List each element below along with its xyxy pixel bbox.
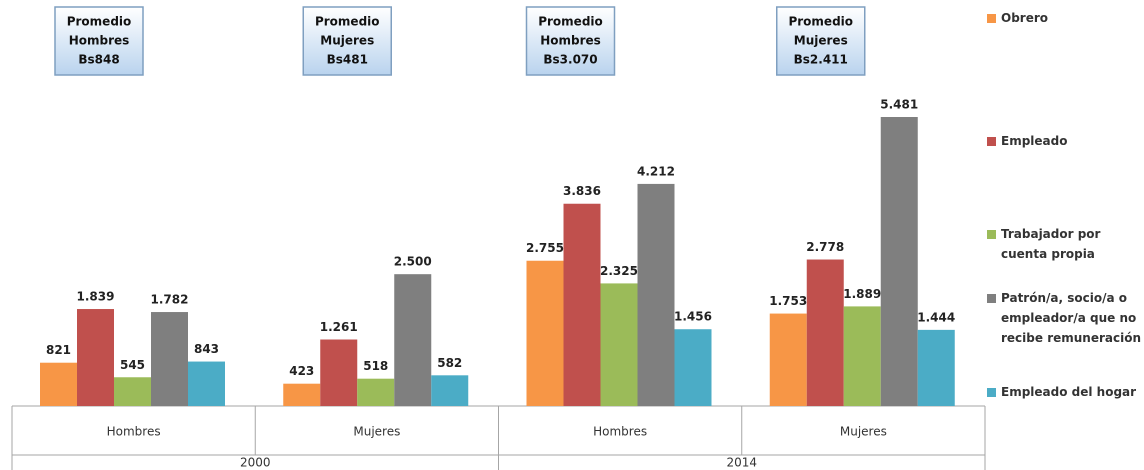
data-label: 4.212: [637, 164, 675, 178]
bar: [637, 183, 675, 406]
legend-swatch: [987, 137, 996, 146]
group-label: 2000: [240, 456, 271, 470]
bar: [283, 383, 321, 406]
annotation-text: Promedio: [538, 15, 603, 29]
bar: [674, 329, 712, 406]
legend-label: Trabajador por cuenta propia: [1001, 227, 1101, 261]
annotation-text: Hombres: [540, 34, 601, 48]
data-label: 2.778: [806, 240, 844, 254]
data-label: 518: [363, 359, 388, 373]
annotation-text: Mujeres: [794, 34, 848, 48]
data-label: 3.836: [563, 184, 601, 198]
data-label: 1.456: [674, 310, 712, 324]
annotation-box: [302, 6, 392, 76]
data-label: 1.753: [769, 294, 807, 308]
annotation-box: [54, 6, 144, 76]
legend-label: Empleado del hogar: [1001, 385, 1137, 399]
data-label: 821: [46, 343, 71, 357]
legend-swatch: [987, 14, 996, 23]
annotation-text: Mujeres: [320, 34, 374, 48]
legend-swatch: [987, 388, 996, 397]
bar: [431, 375, 469, 406]
annotation-box: [776, 6, 866, 76]
legend-label: Empleado: [1001, 134, 1068, 148]
legend-swatch: [987, 294, 996, 303]
bar: [563, 203, 601, 406]
data-label: 2.500: [394, 255, 432, 269]
bar: [357, 378, 395, 406]
bar: [843, 306, 881, 406]
data-label: 1.889: [843, 287, 881, 301]
annotation-text: Hombres: [69, 34, 130, 48]
bar: [880, 117, 918, 406]
bar: [188, 361, 225, 406]
data-label: 1.782: [151, 293, 189, 307]
bar: [40, 362, 77, 406]
bar: [917, 329, 955, 406]
bar: [600, 283, 638, 406]
x-tick-label: Mujeres: [353, 425, 400, 439]
data-label: 545: [120, 358, 145, 372]
annotation-text: Bs481: [327, 53, 368, 67]
data-label: 1.839: [77, 290, 115, 304]
bar: [806, 259, 844, 406]
x-tick-label: Hombres: [593, 425, 647, 439]
x-tick-label: Mujeres: [840, 425, 887, 439]
annotation-text: Bs3.070: [543, 53, 597, 67]
data-label: 2.755: [526, 241, 564, 255]
annotation-text: Promedio: [788, 15, 853, 29]
bar: [394, 274, 432, 406]
bar: [320, 339, 358, 406]
bar: [769, 313, 807, 406]
data-label: 5.481: [880, 98, 918, 112]
data-label: 423: [289, 364, 314, 378]
annotation-text: Bs2.411: [794, 53, 848, 67]
data-label: 1.261: [320, 320, 358, 334]
legend-swatch: [987, 230, 996, 239]
legend-label: Obrero: [1001, 11, 1049, 25]
annotation-text: Bs848: [78, 53, 119, 67]
legend-label: Patrón/a, socio/a o empleador/a que no r…: [1001, 291, 1142, 345]
data-label: 1.444: [917, 310, 955, 324]
bar: [526, 260, 564, 406]
annotation-text: Promedio: [315, 15, 380, 29]
bar: [151, 312, 188, 406]
annotation-box: [525, 6, 616, 76]
bar: [77, 309, 114, 406]
annotation-text: Promedio: [67, 15, 132, 29]
group-label: 2014: [726, 456, 757, 470]
data-label: 582: [437, 356, 462, 370]
bar: [114, 377, 151, 406]
data-label: 2.325: [600, 264, 638, 278]
data-label: 843: [194, 342, 219, 356]
x-tick-label: Hombres: [107, 425, 161, 439]
